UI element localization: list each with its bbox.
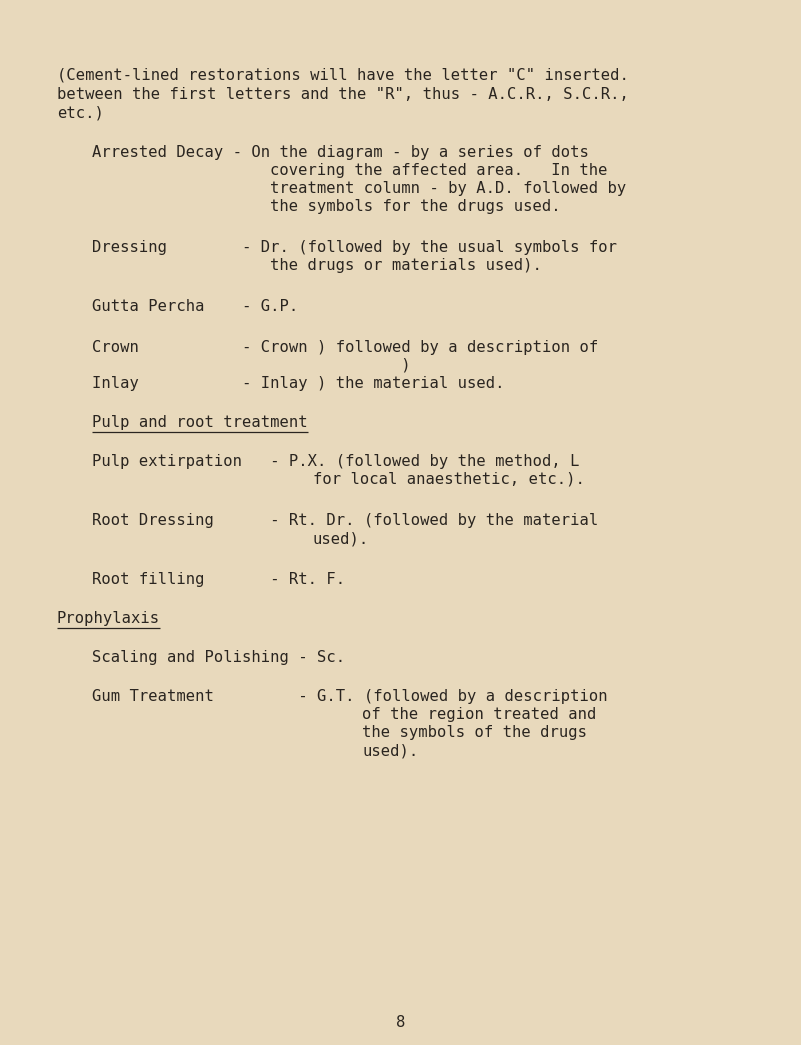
Text: used).: used). <box>313 531 369 545</box>
Text: Pulp extirpation   - P.X. (followed by the method, L: Pulp extirpation - P.X. (followed by the… <box>92 454 579 469</box>
Text: (Cement-lined restorations will have the letter "C" inserted.: (Cement-lined restorations will have the… <box>57 68 629 83</box>
Text: 8: 8 <box>396 1015 405 1030</box>
Text: Scaling and Polishing - Sc.: Scaling and Polishing - Sc. <box>92 650 345 665</box>
Text: etc.): etc.) <box>57 106 104 121</box>
Text: used).: used). <box>362 743 418 758</box>
Text: Root Dressing      - Rt. Dr. (followed by the material: Root Dressing - Rt. Dr. (followed by the… <box>92 513 598 528</box>
Text: Prophylaxis: Prophylaxis <box>57 611 160 626</box>
Text: the drugs or materials used).: the drugs or materials used). <box>270 258 541 273</box>
Text: Dressing        - Dr. (followed by the usual symbols for: Dressing - Dr. (followed by the usual sy… <box>92 240 617 255</box>
Text: Gum Treatment         - G.T. (followed by a description: Gum Treatment - G.T. (followed by a desc… <box>92 689 608 704</box>
Text: Root filling       - Rt. F.: Root filling - Rt. F. <box>92 572 345 587</box>
Text: the symbols of the drugs: the symbols of the drugs <box>362 725 587 740</box>
Text: for local anaesthetic, etc.).: for local anaesthetic, etc.). <box>313 472 585 487</box>
Text: the symbols for the drugs used.: the symbols for the drugs used. <box>270 199 561 214</box>
Text: Crown           - Crown ) followed by a description of: Crown - Crown ) followed by a descriptio… <box>92 340 598 355</box>
Text: between the first letters and the "R", thus - A.C.R., S.C.R.,: between the first letters and the "R", t… <box>57 87 629 102</box>
Text: of the region treated and: of the region treated and <box>362 707 597 722</box>
Text: ): ) <box>270 358 411 373</box>
Text: Pulp and root treatment: Pulp and root treatment <box>92 415 308 429</box>
Text: covering the affected area.   In the: covering the affected area. In the <box>270 163 607 178</box>
Text: Gutta Percha    - G.P.: Gutta Percha - G.P. <box>92 299 298 313</box>
Text: Arrested Decay - On the diagram - by a series of dots: Arrested Decay - On the diagram - by a s… <box>92 145 589 160</box>
Text: treatment column - by A.D. followed by: treatment column - by A.D. followed by <box>270 181 626 196</box>
Text: Inlay           - Inlay ) the material used.: Inlay - Inlay ) the material used. <box>92 376 505 391</box>
